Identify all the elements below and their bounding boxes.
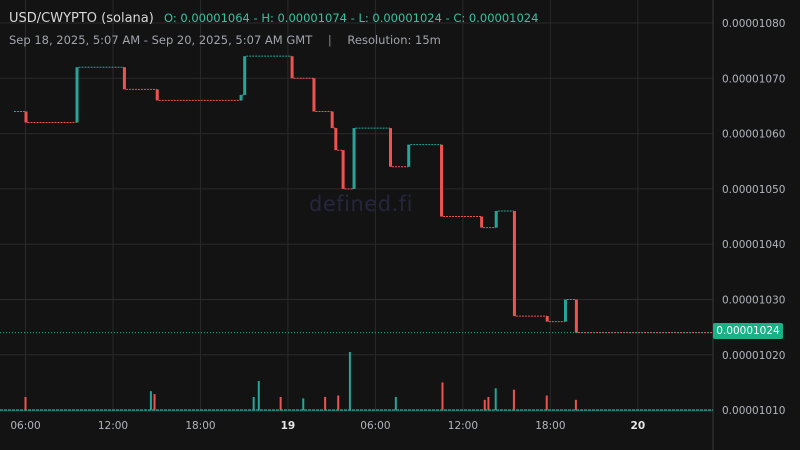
symbol-title: USD/CWYPTO (solana) [9,11,154,26]
volume-bar [494,388,497,410]
volume-bar [394,396,397,410]
x-tick-label: 12:00 [448,420,478,432]
ohlc-values: O: 0.00001064 - H: 0.00001074 - L: 0.000… [163,11,539,25]
candle-body [155,89,159,101]
candle-body [407,144,411,167]
candle-body [312,78,316,112]
chart-header: USD/CWYPTO (solana) O: 0.00001064 - H: 0… [9,11,538,26]
y-tick-label: 0.00001010 [722,405,785,417]
y-tick-label: 0.00001050 [722,184,785,196]
y-tick-label: 0.00001060 [722,129,785,141]
candle-body [334,128,338,151]
candle-body [290,56,294,79]
candle-body [574,299,578,333]
volume-bar [24,396,27,410]
candle-body [389,128,392,167]
y-tick-label: 0.00001020 [722,350,785,362]
candle-body [563,299,567,322]
candle-body [239,94,243,101]
x-tick-label: 20 [631,420,646,432]
y-tick-label: 0.00001070 [722,73,785,85]
candle-body [494,211,498,228]
y-tick-label: 0.00001040 [722,239,785,251]
chart-subheader: Sep 18, 2025, 5:07 AM - Sep 20, 2025, 5:… [9,33,441,47]
candle-body [24,111,28,123]
volume-bar [302,398,305,410]
candle-body [440,144,444,217]
resolution-label[interactable]: Resolution: 15m [347,33,441,47]
volume-bar [487,396,490,410]
separator: | [327,33,332,47]
volume-bar [348,352,351,410]
candle-body [75,67,79,123]
last-price-tag: 0.00001024 [713,323,783,339]
x-tick-label: 06:00 [10,420,40,432]
volume-bar [324,396,327,410]
candle-body [480,216,484,228]
x-tick-label: 12:00 [98,420,128,432]
candle-body [352,128,356,189]
y-tick-label: 0.00001030 [722,295,785,307]
date-range: Sep 18, 2025, 5:07 AM - Sep 20, 2025, 5:… [9,33,313,47]
x-tick-label: 19 [281,420,296,432]
volume-bar [483,399,486,410]
candle-body [122,67,126,90]
candle-body [341,150,345,189]
volume-bar [512,389,515,410]
candle-body [330,111,334,129]
candle-body [545,316,549,322]
volume-bar [545,395,548,410]
volume-bar [279,396,282,410]
y-tick-label: 0.00001080 [722,18,785,30]
x-tick-label: 18:00 [185,420,215,432]
watermark: defined.fi [309,192,413,216]
volume-bar [153,394,156,410]
x-tick-label: 06:00 [360,420,390,432]
volume-bar [574,399,577,410]
volume-bar [337,395,340,410]
volume-bar [257,381,260,410]
volume-bar [441,382,444,410]
x-tick-label: 18:00 [535,420,565,432]
candle-body [243,56,247,95]
candle-body [512,211,516,317]
volume-bar [149,391,152,410]
volume-bar [252,396,255,410]
